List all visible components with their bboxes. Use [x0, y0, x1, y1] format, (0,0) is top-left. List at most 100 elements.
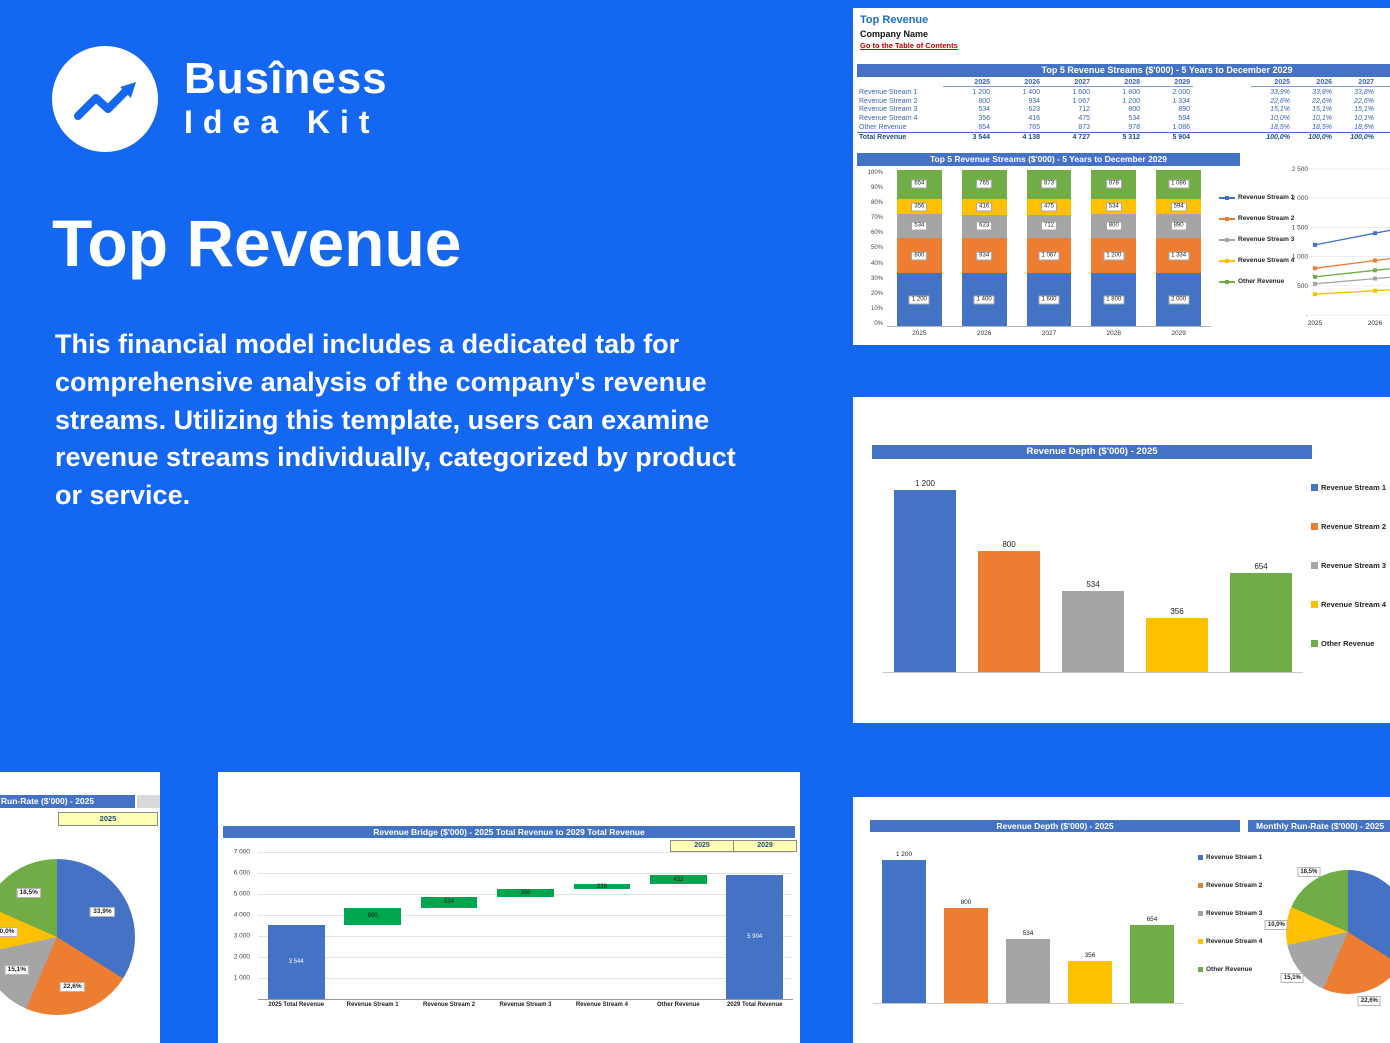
- value-cell: 978: [1128, 124, 1140, 132]
- legend-item: Revenue Stream 4: [1198, 938, 1262, 945]
- year-header-cell: 2025: [943, 79, 993, 87]
- bar-column: 356: [1146, 467, 1208, 672]
- gridline: [258, 915, 793, 916]
- data-label: 1 400: [973, 295, 995, 305]
- value-cell: 800: [978, 97, 990, 105]
- bar-column: 356: [1068, 842, 1112, 1003]
- value-cell: 5 904: [1172, 133, 1190, 141]
- year-header-cell: 2027: [1043, 79, 1093, 87]
- table-section-header: Top 5 Revenue Streams ($'000) - 5 Years …: [857, 64, 1390, 77]
- gridline: [258, 873, 793, 874]
- bar-segment: 654: [897, 170, 942, 199]
- value-cell: 416: [1028, 115, 1040, 123]
- bar: [1006, 939, 1050, 1003]
- bar: [894, 489, 956, 672]
- year-to-cell[interactable]: 2029: [733, 840, 797, 852]
- data-label: 356: [1170, 606, 1184, 616]
- brand-name: Busîness Idea Kit: [184, 56, 388, 142]
- legend-label: Revenue Stream 2: [1321, 522, 1387, 531]
- bar-segment: 934: [961, 238, 1007, 274]
- bar-column: 534 Revenue Stream 2: [411, 852, 487, 1008]
- pct-cell: 22,6%: [1312, 97, 1332, 105]
- table-row: Revenue Stream 3 534 623 712 800 890 15,1% 15,1…: [857, 106, 1390, 115]
- legend-label: Revenue Stream 1: [1238, 194, 1295, 201]
- bar-segment: 978: [1091, 170, 1137, 199]
- legend-square-marker: [1311, 484, 1318, 491]
- x-tick: Revenue Stream 4: [575, 1002, 628, 1008]
- row-label: Revenue Stream 2: [859, 97, 918, 105]
- stacked-bar: 1 400 934 623 416 765: [961, 170, 1007, 326]
- stacked-bar: 1 600 1 067 712 475 873: [1026, 170, 1072, 326]
- bar-segment: 1 800: [1091, 273, 1137, 326]
- value-cell: 1 400: [1022, 88, 1040, 96]
- company-name: Company Name: [860, 29, 929, 39]
- data-label: 594: [1170, 202, 1187, 212]
- value-cell: 1 067: [1072, 97, 1090, 105]
- value-cell: 594: [1178, 115, 1190, 123]
- stacked-bar: 1 800 1 200 800 534 978: [1091, 170, 1137, 326]
- bar: [944, 907, 988, 1003]
- depth-chart-header-2: Revenue Depth ($'000) - 2025: [870, 820, 1240, 832]
- value-cell: 800: [1128, 106, 1140, 114]
- row-label: Revenue Stream 4: [859, 115, 918, 123]
- y-axis: 7 000 6 000 5 000 4 000 3 000 2 000 1 000: [218, 849, 254, 999]
- bar: 356: [497, 889, 554, 897]
- bar-segment: 356: [897, 198, 942, 215]
- depth-bar-chart-2: 1 200 800 534 356 654: [873, 842, 1183, 1004]
- runrate-pie-chart: 33,9% 22,6% 15,1% 10,0% 18,5%: [0, 832, 160, 1043]
- bar-column: 654: [1130, 842, 1174, 1003]
- y-tick: 1 000: [233, 974, 250, 982]
- value-cell: 890: [1178, 106, 1190, 114]
- bar-column: 1 200: [894, 467, 956, 672]
- bar: [1062, 590, 1124, 672]
- value-cell: 654: [978, 124, 990, 132]
- bar-column: 3 544 2025 Total Revenue: [258, 852, 334, 1008]
- data-label: 890: [1170, 221, 1187, 231]
- legend-item: Revenue Stream 3: [1311, 561, 1386, 570]
- bar-segment: 475: [1026, 198, 1072, 215]
- pct-cell: 33,9%: [1377, 89, 1390, 96]
- year-input-cell[interactable]: 2025: [58, 812, 158, 826]
- svg-text:1 500: 1 500: [1292, 224, 1309, 231]
- bar: [1068, 960, 1112, 1003]
- pct-cell: 10,1%: [1354, 115, 1374, 123]
- legend-square-marker: [1198, 967, 1203, 972]
- legend-item: Revenue Stream 2: [1311, 522, 1386, 531]
- x-tick: Revenue Stream 3: [499, 1002, 552, 1008]
- x-tick: 2029: [1171, 330, 1186, 337]
- y-axis: 100% 90% 80% 70% 60% 50% 40% 30% 20% 10% 0%: [857, 170, 883, 327]
- y-tick: 6 000: [233, 869, 250, 877]
- year-from-cell[interactable]: 2025: [670, 840, 734, 852]
- bar: 800: [344, 907, 401, 925]
- brand-logo-icon: [52, 46, 158, 152]
- toc-link[interactable]: Go to the Table of Contents: [860, 41, 958, 50]
- value-cell: 765: [1028, 124, 1040, 132]
- data-label: 654: [911, 179, 928, 189]
- depth-chart-header: Revenue Depth ($'000) - 2025: [872, 445, 1312, 459]
- bar-segment: 800: [897, 237, 942, 274]
- data-label: 534: [911, 221, 928, 231]
- value-cell: 4 727: [1072, 133, 1090, 141]
- bar-column: 5 904 2029 Total Revenue: [717, 852, 793, 1008]
- legend-square-marker: [1311, 640, 1318, 647]
- y-tick: 2 000: [233, 953, 250, 961]
- data-label: 416: [976, 202, 993, 212]
- pct-year-header-cell: 2025: [1251, 79, 1293, 87]
- waterfall-chart: 7 000 6 000 5 000 4 000 3 000 2 000 1 000 3 544…: [218, 849, 800, 1022]
- table-row: Revenue Stream 4 356 416 475 534 594 10,0% 10,1…: [857, 114, 1390, 123]
- legend-item: Revenue Stream 1: [1219, 194, 1294, 201]
- brand-name-line2: Idea Kit: [184, 104, 380, 140]
- legend-square-marker: [1198, 911, 1203, 916]
- pct-cell: 18,5%: [1312, 124, 1332, 132]
- bar-segment: 873: [1026, 170, 1072, 199]
- bar-segment: 765: [961, 170, 1007, 199]
- y-tick: 50%: [870, 245, 883, 252]
- y-tick: 70%: [870, 215, 883, 222]
- data-label: 1 067: [1038, 251, 1060, 261]
- bar: 3 544: [267, 924, 325, 999]
- table-row: Other Revenue 654 765 873 978 1 086 18,5% 18,5%…: [857, 123, 1390, 132]
- depth-chart-legend: Revenue Stream 1 Revenue Stream 2 Revenue …: [1311, 483, 1386, 648]
- value-cell: 1 200: [1122, 97, 1140, 105]
- data-label: 534: [1022, 930, 1034, 938]
